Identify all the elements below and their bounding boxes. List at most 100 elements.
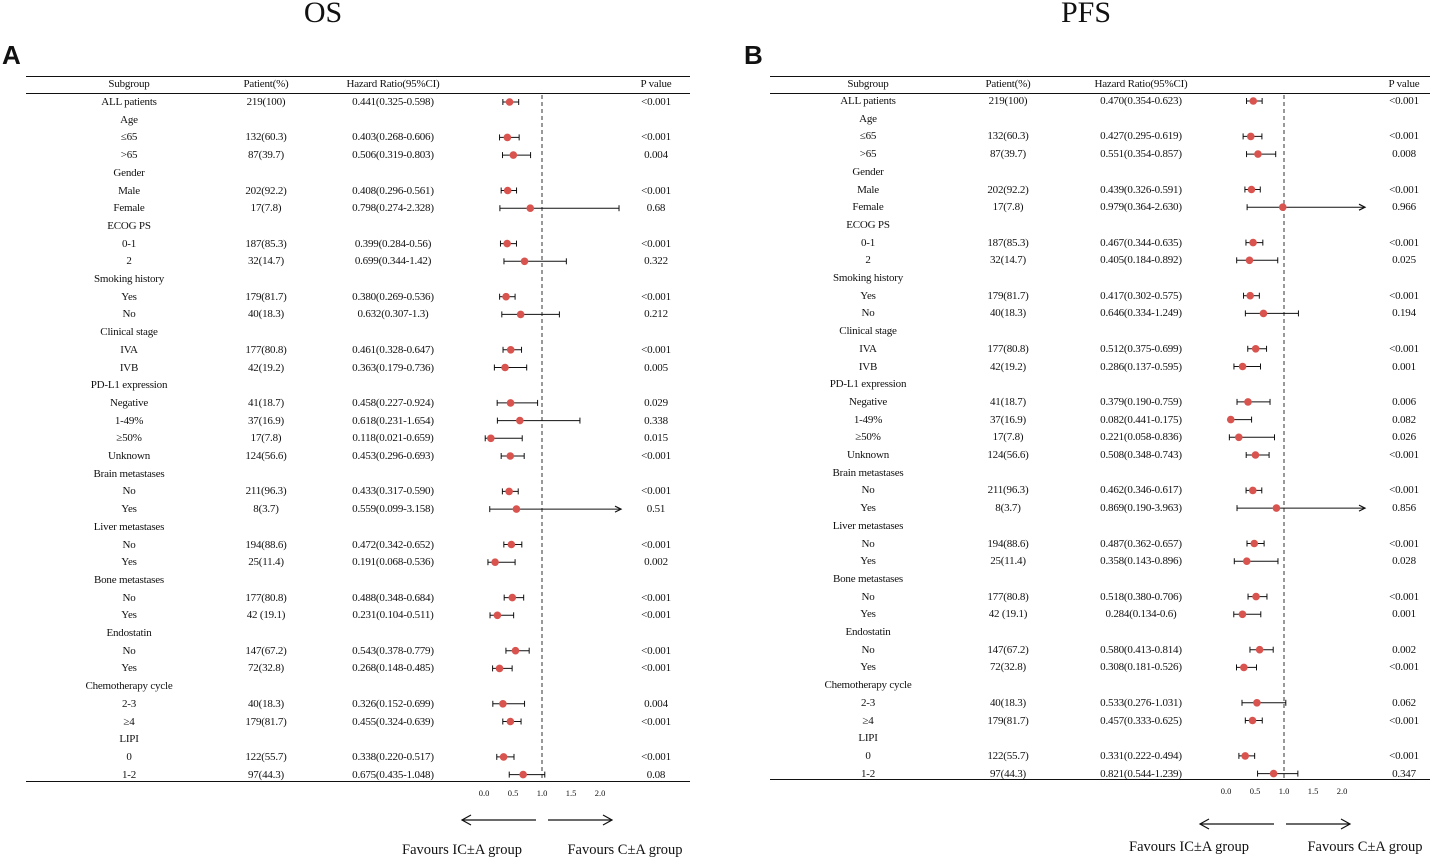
column-header-patients: Patient(%): [985, 78, 1031, 90]
hazard-ratio-cell: 0.543(0.378-0.779): [352, 644, 434, 657]
p-value-cell: 0.338: [644, 414, 668, 427]
hazard-ratio-cell: 0.487(0.362-0.657): [1100, 537, 1182, 550]
subgroup-header: Age: [859, 112, 877, 125]
subgroup-header: LIPI: [119, 733, 139, 746]
subgroup-label: ALL patients: [840, 95, 896, 107]
hazard-ratio-cell: 0.618(0.231-1.654): [352, 414, 434, 427]
hazard-ratio-point: [526, 204, 535, 212]
hazard-ratio-cell: 0.675(0.435-1.048): [352, 768, 434, 781]
hazard-ratio-cell: 0.380(0.269-0.536): [352, 290, 434, 303]
subgroup-header: Liver metastases: [93, 520, 165, 533]
subgroup-label: No: [122, 644, 136, 657]
subgroup-label: Yes: [860, 555, 876, 568]
p-value-cell: <0.001: [1389, 749, 1419, 762]
patients-cell: 177(80.8): [987, 342, 1029, 355]
hazard-ratio-point: [1259, 309, 1268, 318]
hazard-ratio-point: [499, 753, 508, 761]
patients-cell: 87(39.7): [990, 148, 1026, 161]
patients-cell: 219(100): [246, 96, 286, 108]
subgroup-label: Yes: [121, 556, 137, 569]
subgroup-label: 0: [126, 750, 132, 763]
forest-plot-os: OS A Subgroup Patient(%) Hazard Ratio(95%CI)…: [0, 0, 700, 863]
p-value-cell: 0.004: [644, 149, 668, 162]
p-value-cell: 0.002: [644, 556, 668, 569]
patients-cell: 211(96.3): [245, 485, 287, 498]
p-value-cell: 0.028: [1392, 555, 1416, 568]
hazard-ratio-cell: 0.379(0.190-0.759): [1100, 395, 1182, 408]
subgroup-label: No: [122, 485, 136, 498]
patients-cell: 87(39.7): [248, 149, 284, 162]
p-value-cell: <0.001: [1389, 590, 1419, 603]
patients-cell: 17(7.8): [250, 432, 282, 445]
p-value-cell: <0.001: [1389, 95, 1419, 107]
subgroup-header: Liver metastases: [832, 519, 904, 532]
p-value-cell: <0.001: [1389, 236, 1419, 249]
subgroup-label: >65: [120, 149, 138, 162]
patients-cell: 147(67.2): [987, 643, 1029, 656]
hazard-ratio-point: [1278, 203, 1287, 211]
subgroup-label: No: [861, 307, 875, 320]
favours-right-arrow: [1286, 818, 1352, 830]
patients-cell: 37(16.9): [248, 414, 284, 427]
hazard-ratio-point: [1242, 557, 1251, 565]
p-value-cell: <0.001: [1389, 537, 1419, 550]
hazard-ratio-cell: 0.699(0.344-1.42): [354, 255, 432, 268]
hazard-ratio-point: [1226, 415, 1235, 424]
subgroup-label: 1-2: [121, 768, 137, 781]
panel-label: A: [2, 40, 21, 70]
hazard-ratio-point: [502, 292, 510, 301]
hazard-ratio-cell: 0.082(0.441-0.175): [1100, 413, 1182, 426]
hazard-ratio-point: [505, 98, 514, 106]
column-header-hr: Hazard Ratio(95%CI): [1094, 78, 1188, 90]
patients-cell: 202(92.2): [245, 184, 287, 197]
hazard-ratio-cell: 0.559(0.099-3.158): [352, 503, 434, 516]
hazard-ratio-cell: 0.286(0.137-0.595): [1100, 360, 1182, 373]
hazard-ratio-cell: 0.453(0.296-0.693): [352, 450, 434, 462]
subgroup-label: 0-1: [121, 237, 137, 250]
subgroup-label: Negative: [109, 396, 149, 409]
subgroup-label: Yes: [121, 290, 137, 303]
patients-cell: 177(80.8): [987, 590, 1029, 603]
patients-cell: 37(16.9): [990, 413, 1026, 426]
hazard-ratio-cell: 0.358(0.143-0.896): [1100, 555, 1182, 568]
p-value-cell: <0.001: [641, 131, 671, 144]
patients-cell: 187(85.3): [987, 236, 1029, 249]
subgroup-header: Brain metastases: [832, 466, 904, 479]
patients-cell: 122(55.7): [987, 749, 1029, 762]
hazard-ratio-point: [1235, 433, 1243, 442]
hazard-ratio-cell: 0.331(0.222-0.494): [1100, 749, 1182, 762]
x-tick-label: 0.5: [508, 788, 519, 798]
subgroup-header: Chemotherapy cycle: [85, 680, 173, 693]
panel-label: B: [744, 40, 763, 70]
hazard-ratio-cell: 0.869(0.190-3.963): [1100, 502, 1182, 515]
subgroup-label: ≥4: [123, 715, 135, 728]
subgroup-label: 1-49%: [853, 413, 883, 426]
hazard-ratio-point: [1249, 97, 1258, 105]
patients-cell: 179(81.7): [987, 289, 1029, 302]
hazard-ratio-point: [495, 664, 504, 673]
hazard-ratio-point: [508, 593, 517, 602]
subgroup-label: Yes: [860, 608, 876, 621]
patients-cell: 32(14.7): [248, 255, 284, 268]
hazard-ratio-cell: 0.512(0.375-0.699): [1100, 342, 1182, 355]
hazard-ratio-point: [503, 239, 511, 248]
subgroup-header: Gender: [852, 165, 884, 178]
hazard-ratio-cell: 0.427(0.295-0.619): [1100, 130, 1182, 143]
hazard-ratio-cell: 0.518(0.380-0.706): [1100, 590, 1182, 603]
hazard-ratio-point: [516, 416, 524, 425]
patients-cell: 42 (19.1): [988, 608, 1028, 621]
hazard-ratio-point: [1251, 451, 1260, 459]
hazard-ratio-cell: 0.580(0.413-0.814): [1100, 643, 1182, 656]
patients-cell: 219(100): [988, 95, 1028, 107]
p-value-cell: <0.001: [641, 343, 671, 356]
patients-cell: 179(81.7): [987, 714, 1029, 727]
hazard-ratio-cell: 0.403(0.268-0.606): [352, 131, 434, 144]
hazard-ratio-cell: 0.405(0.184-0.892): [1100, 254, 1182, 267]
patients-cell: 40(18.3): [990, 307, 1026, 320]
p-value-cell: <0.001: [1389, 342, 1419, 355]
p-value-cell: 0.015: [644, 432, 668, 445]
favours-left-label: Favours IC±A group: [402, 842, 522, 858]
hazard-ratio-point: [516, 310, 525, 319]
p-value-cell: <0.001: [1389, 661, 1419, 674]
hazard-ratio-point: [509, 151, 518, 159]
